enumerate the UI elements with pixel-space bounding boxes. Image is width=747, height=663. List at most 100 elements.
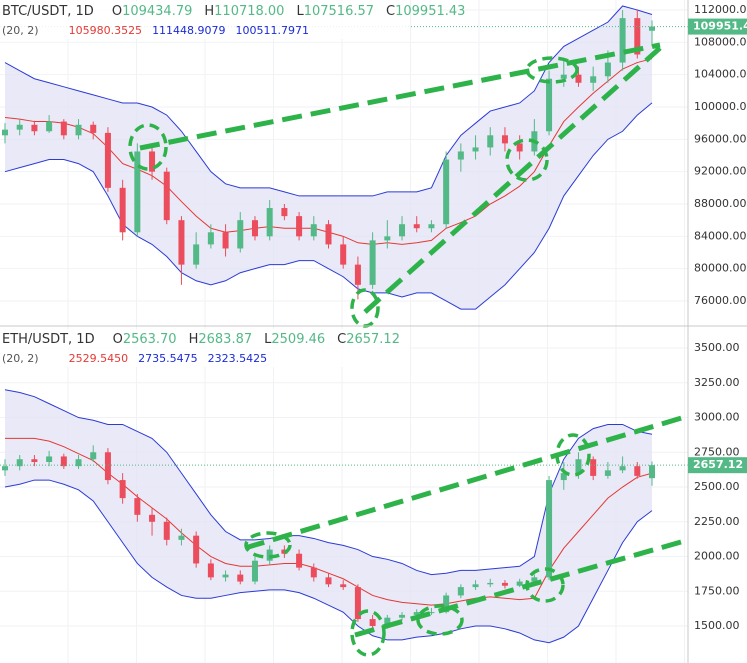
candle-body: [119, 187, 126, 233]
upper-band-line: [4, 389, 653, 576]
candle-body: [472, 584, 479, 588]
candle-body: [90, 452, 97, 460]
candle-body: [369, 240, 376, 285]
band-fill: [5, 5, 652, 310]
candle-body: [207, 563, 214, 578]
candle-body: [237, 574, 244, 582]
ohlc-key: L: [264, 332, 272, 347]
candle-body: [46, 456, 53, 462]
indicator-value: 2735.5475: [138, 352, 198, 365]
candle-body: [46, 121, 53, 132]
candle-body: [428, 224, 435, 229]
candle-body: [178, 535, 185, 540]
indicator-value: 111448.9079: [152, 24, 225, 37]
candle-body: [16, 124, 23, 130]
ohlc-key: H: [189, 332, 199, 347]
candle-body: [546, 78, 553, 132]
annotations: [128, 42, 689, 657]
candle-body: [75, 459, 82, 467]
y-tick-label: 104000.00: [694, 68, 747, 81]
candle-body: [60, 121, 67, 136]
y-tick-label: 2250.00: [694, 515, 740, 528]
highlight-ellipse: [350, 288, 380, 328]
candle-body: [399, 224, 406, 237]
candle-body: [2, 466, 8, 471]
candle-body: [634, 466, 641, 476]
candle-body: [119, 480, 126, 499]
y-tick-label: 3500.00: [694, 341, 740, 354]
candle-body: [634, 18, 641, 55]
candle-body: [604, 470, 611, 476]
header-bg: [0, 329, 410, 367]
candle-body: [310, 224, 317, 237]
ohlc-value: 107516.57: [304, 4, 374, 19]
candle-body: [516, 143, 523, 152]
header-bg: [0, 1, 410, 39]
candle-body: [251, 560, 258, 582]
candle-body: [104, 452, 111, 481]
candle-body: [149, 151, 156, 172]
highlight-ellipse: [555, 433, 591, 477]
y-tick-label: 2500.00: [694, 480, 740, 493]
middle-band-line: [5, 437, 653, 606]
ohlc-key: O: [112, 4, 122, 19]
candle-body: [340, 584, 347, 588]
y-tick-label: 84000.00: [694, 229, 747, 242]
candle-body: [575, 74, 582, 83]
candle-body: [384, 236, 391, 241]
candle-body: [531, 577, 538, 582]
candle-body: [649, 465, 655, 479]
candle-body: [354, 587, 361, 620]
candle-body: [546, 480, 553, 578]
candle-body: [516, 581, 523, 586]
y-tick-label: 112000.00: [694, 3, 747, 16]
ohlc-value: 2509.46: [271, 332, 325, 347]
y-tick-label: 76000.00: [694, 294, 747, 307]
candle-body: [31, 459, 38, 462]
trend-line: [363, 46, 662, 314]
highlight-ellipse: [525, 56, 579, 84]
candle-body: [193, 535, 200, 564]
candle-body: [472, 147, 479, 152]
indicator-value: 2529.5450: [69, 352, 129, 365]
last-price-tag: [688, 457, 747, 474]
candle-body: [134, 498, 141, 515]
candle-body: [2, 129, 8, 136]
y-tick-label: 1750.00: [694, 584, 740, 597]
indicator-line: (20, 2) 2529.5450 2735.5475 2323.5425: [2, 352, 267, 365]
candle-body: [325, 224, 332, 245]
ohlc-value: 2657.12: [346, 332, 400, 347]
candle-body: [178, 220, 185, 265]
indicator-value: 105980.3525: [69, 24, 142, 37]
candle-body: [60, 456, 67, 467]
indicator-params: (20, 2): [2, 24, 39, 37]
candle-body: [75, 124, 82, 136]
highlight-ellipse: [128, 123, 168, 171]
candle-body: [222, 232, 229, 249]
y-tick-label: 100000.00: [694, 100, 747, 113]
ohlc-key: C: [386, 4, 395, 19]
highlight-ellipse: [350, 609, 386, 657]
last-price-tag: [688, 18, 747, 35]
candle-body: [604, 62, 611, 77]
ohlc-key: L: [296, 4, 304, 19]
candle-body: [296, 553, 303, 568]
candle-body: [501, 582, 508, 586]
candle-body: [575, 459, 582, 474]
indicator-line: (20, 2) 105980.3525 111448.9079 100511.7971: [2, 24, 309, 37]
candle-body: [296, 216, 303, 237]
y-tick-label: 3000.00: [694, 411, 740, 424]
candle-body: [104, 132, 111, 188]
last-price-label: 2657.12: [693, 458, 743, 471]
ohlc-key: C: [337, 332, 346, 347]
candle-body: [457, 151, 464, 160]
candle-body: [560, 74, 567, 79]
candle-body: [590, 76, 597, 83]
header-line: ETH/USDT, 1D O2563.70 H2683.87 L2509.46 C265…: [2, 332, 400, 347]
candle-body: [560, 473, 567, 481]
highlight-ellipse: [505, 138, 549, 182]
candle-body: [340, 244, 347, 265]
candle-body: [443, 595, 450, 613]
lower-band-line: [4, 479, 653, 644]
candle-body: [619, 466, 626, 471]
